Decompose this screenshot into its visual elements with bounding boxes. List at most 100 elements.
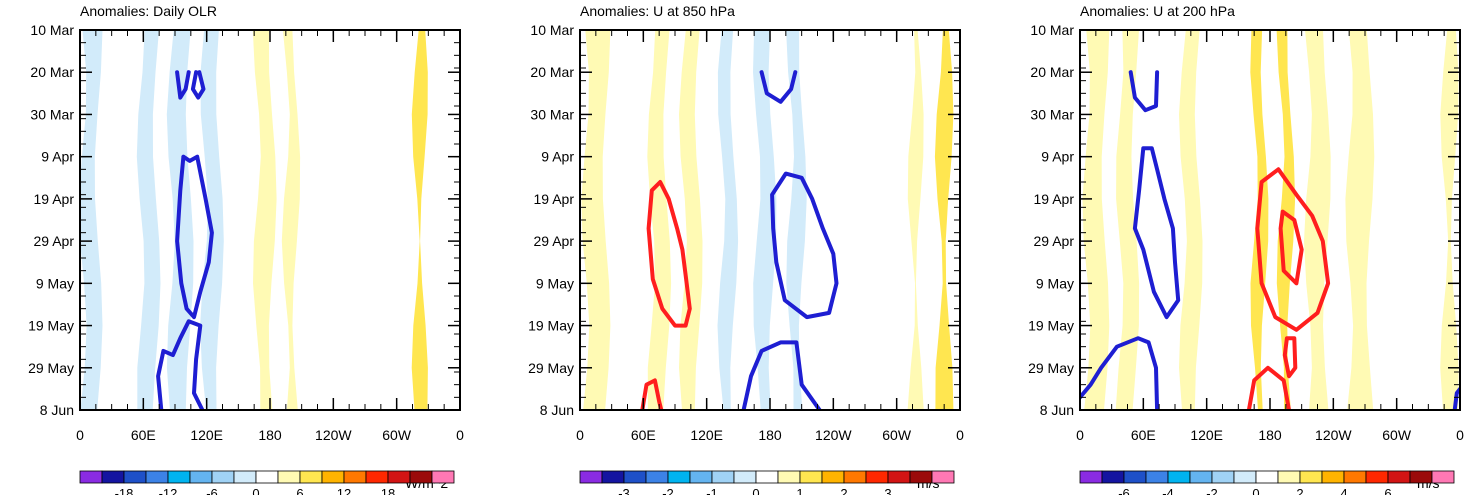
olr-colorbar-swatch: [299, 470, 323, 484]
u850-x-tick-label: 60W: [882, 427, 912, 443]
olr-colorbar-swatch: [409, 470, 433, 484]
olr-stripe: [200, 30, 224, 410]
u850-colorbar-label: 2: [840, 486, 847, 495]
u850-colorbar-swatch: [821, 470, 845, 484]
u850-stripe: [679, 30, 703, 410]
u200-colorbar-swatch: [1299, 470, 1323, 484]
u200-x-tick-label: 120E: [1190, 427, 1223, 443]
u850-colorbar-swatch: [843, 470, 867, 484]
u850-panel-title: Anomalies: U at 850 hPa: [580, 3, 735, 19]
olr-y-tick-label: 30 Mar: [30, 106, 74, 122]
olr-y-tick-label: 10 Mar: [30, 22, 74, 38]
olr-stripe: [136, 30, 161, 410]
olr-colorbar-swatch: [101, 470, 125, 484]
u200-y-tick-label: 20 Mar: [1030, 64, 1074, 80]
u200-y-tick-label: 10 Mar: [1030, 22, 1074, 38]
u200-colorbar-swatch: [1101, 470, 1125, 484]
olr-stripe: [350, 30, 380, 410]
u200-colorbar-label: 4: [1340, 486, 1347, 495]
u200-contour: [1132, 146, 1181, 320]
u200-y-tick-label: 29 May: [1028, 360, 1074, 376]
u850-stripe: [615, 30, 640, 410]
olr-colorbar-swatch: [431, 470, 455, 484]
u850-contour: [640, 378, 664, 410]
u200-colorbar-swatch: [1211, 470, 1235, 484]
olr-colorbar-swatch: [255, 470, 279, 484]
u850-x-tick-label: 0: [956, 427, 964, 443]
u200-colorbar-label: 0: [1252, 486, 1259, 495]
olr-colorbar-swatch: [321, 470, 345, 484]
u850-colorbar-swatch: [623, 470, 647, 484]
u850-colorbar-swatch: [689, 470, 713, 484]
u850-contour: [759, 70, 798, 104]
u850-colorbar-swatch: [799, 470, 823, 484]
olr-stripe: [226, 30, 247, 410]
u850-stripe: [907, 30, 924, 410]
u200-y-tick-label: 9 Apr: [1041, 149, 1074, 165]
u200-stripe: [1276, 30, 1296, 410]
u200-contour: [1278, 209, 1304, 286]
olr-stripe: [433, 30, 455, 410]
u850-colorbar-swatch: [755, 470, 779, 484]
u200-stripe: [1082, 30, 1110, 410]
u850-x-tick-label: 120E: [690, 427, 723, 443]
u200-colorbar-swatch: [1167, 470, 1191, 484]
u200-colorbar-swatch: [1277, 470, 1301, 484]
u850-colorbar-swatch: [931, 470, 955, 484]
u200-colorbar-swatch: [1233, 470, 1257, 484]
olr-colorbar-label: -6: [206, 486, 218, 495]
olr-colorbar-swatch: [343, 470, 367, 484]
u850-colorbar-label: 3: [884, 486, 891, 495]
u850-y-tick-label: 30 Mar: [530, 106, 574, 122]
olr-contour: [156, 319, 205, 410]
olr-y-tick-label: 9 May: [36, 275, 74, 291]
u850-stripe: [753, 30, 777, 410]
u200-colorbar-swatch: [1123, 470, 1147, 484]
olr-contour: [190, 70, 206, 100]
olr-y-tick-label: 9 Apr: [41, 149, 74, 165]
olr-colorbar-label: -12: [159, 486, 178, 495]
u200-contour: [1128, 70, 1160, 113]
u850-y-tick-label: 10 Mar: [530, 22, 574, 38]
olr-x-tick-label: 60E: [131, 427, 156, 443]
u850-y-tick-label: 29 Apr: [534, 233, 575, 249]
u850-contour: [741, 340, 822, 410]
u200-panel-title: Anomalies: U at 200 hPa: [1080, 3, 1235, 19]
olr-stripe: [252, 30, 277, 410]
olr-colorbar-label: -18: [115, 486, 134, 495]
u850-colorbar-swatch: [579, 470, 603, 484]
u850-x-tick-label: 120W: [815, 427, 852, 443]
u200-colorbar-swatch: [1431, 470, 1455, 484]
u850-y-tick-label: 9 Apr: [541, 149, 574, 165]
olr-contour: [175, 70, 191, 100]
u850-colorbar-swatch: [909, 470, 933, 484]
u850-stripe: [786, 30, 807, 410]
olr-colorbar-swatch: [189, 470, 213, 484]
u200-stripe: [1215, 30, 1240, 410]
olr-panel-title: Anomalies: Daily OLR: [80, 3, 217, 19]
olr-colorbar-label: 0: [252, 486, 259, 495]
olr-x-tick-label: 180: [258, 427, 282, 443]
olr-colorbar-swatch: [233, 470, 257, 484]
u200-colorbar-swatch: [1321, 470, 1345, 484]
olr-x-tick-label: 0: [456, 427, 464, 443]
u850-stripe: [934, 30, 954, 410]
olr-y-tick-label: 8 Jun: [40, 402, 74, 418]
olr-colorbar-swatch: [167, 470, 191, 484]
u200-colorbar-swatch: [1343, 470, 1367, 484]
olr-colorbar-swatch: [387, 470, 411, 484]
u850-colorbar-swatch: [865, 470, 889, 484]
u850-colorbar-swatch: [601, 470, 625, 484]
u200-contour: [1452, 386, 1460, 410]
olr-stripe: [388, 30, 405, 410]
u200-contour: [1246, 365, 1291, 410]
olr-stripe: [281, 30, 301, 410]
u850-y-tick-label: 8 Jun: [540, 402, 574, 418]
olr-x-tick-label: 60W: [382, 427, 412, 443]
olr-x-tick-label: 0: [76, 427, 84, 443]
olr-x-tick-label: 120W: [315, 427, 352, 443]
u200-colorbar-label: 6: [1384, 486, 1391, 495]
olr-y-tick-label: 29 Apr: [34, 233, 75, 249]
